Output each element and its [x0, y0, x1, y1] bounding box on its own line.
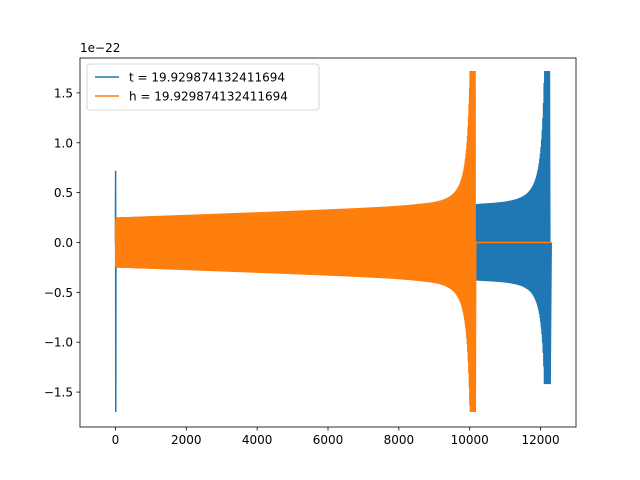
x-tick-label: 10000 [451, 433, 489, 447]
y-tick-label: −1.0 [44, 336, 73, 350]
legend: t = 19.929874132411694 h = 19.92987413241… [86, 63, 320, 111]
legend-box [86, 63, 320, 111]
series-layer [114, 70, 552, 413]
y-axis: −1.5 −1.0 −0.5 0.0 0.5 1.0 1.5 [44, 86, 80, 400]
x-tick-label: 12000 [521, 433, 559, 447]
y-tick-label: 0.0 [54, 236, 73, 250]
y-tick-label: −0.5 [44, 286, 73, 300]
y-tick-label: 0.5 [54, 186, 73, 200]
x-axis: 0 2000 4000 6000 8000 10000 12000 [112, 427, 560, 447]
x-tick-label: 2000 [171, 433, 202, 447]
legend-label: t = 19.929874132411694 [129, 71, 285, 85]
plot-area [79, 57, 577, 428]
series-line-1 [114, 70, 552, 413]
x-tick-label: 8000 [384, 433, 415, 447]
y-tick-label: 1.0 [54, 136, 73, 150]
y-offset-text: 1e−22 [80, 41, 120, 55]
legend-label: h = 19.929874132411694 [129, 90, 288, 104]
x-tick-label: 4000 [242, 433, 273, 447]
x-tick-label: 0 [112, 433, 120, 447]
y-tick-label: −1.5 [44, 386, 73, 400]
x-tick-label: 6000 [313, 433, 344, 447]
y-tick-label: 1.5 [54, 86, 73, 100]
